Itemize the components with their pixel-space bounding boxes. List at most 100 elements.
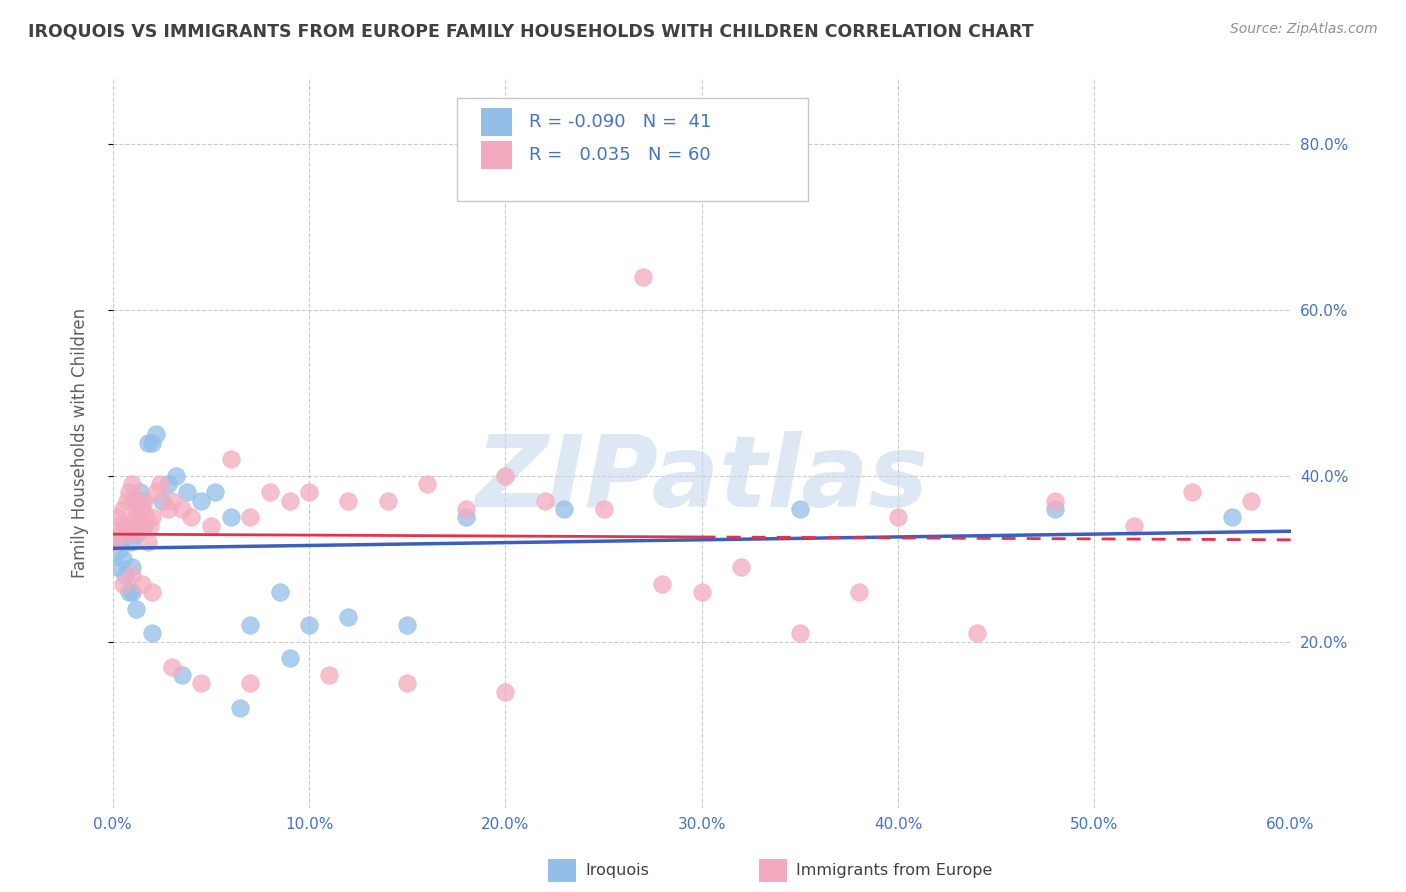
Point (160, 493, 183, 508)
Point (239, 618, 262, 632)
Point (105, 510, 128, 524)
Point (1181, 485, 1204, 500)
Point (887, 510, 910, 524)
Text: R =   0.035   N = 60: R = 0.035 N = 60 (529, 146, 710, 164)
Point (239, 510, 262, 524)
Point (131, 502, 153, 516)
Point (117, 485, 139, 500)
Point (176, 485, 198, 500)
Point (131, 493, 153, 508)
Point (337, 493, 360, 508)
Point (107, 518, 129, 533)
Point (200, 518, 222, 533)
Point (966, 626, 988, 640)
Point (131, 576, 153, 591)
Text: IROQUOIS VS IMMIGRANTS FROM EUROPE FAMILY HOUSEHOLDS WITH CHILDREN CORRELATION C: IROQUOIS VS IMMIGRANTS FROM EUROPE FAMIL… (28, 22, 1033, 40)
Point (141, 435, 163, 450)
Point (848, 585, 870, 599)
Point (165, 468, 187, 483)
Point (278, 493, 301, 508)
Point (396, 676, 419, 690)
Point (136, 535, 159, 549)
Point (377, 493, 399, 508)
Point (134, 518, 156, 533)
Point (1043, 493, 1066, 508)
Point (145, 427, 167, 442)
Point (141, 626, 163, 640)
Point (124, 493, 146, 508)
Point (170, 668, 193, 682)
Point (730, 560, 752, 574)
Point (337, 610, 360, 624)
Point (631, 269, 654, 284)
Point (136, 435, 159, 450)
Point (134, 493, 156, 508)
Point (150, 493, 173, 508)
Point (318, 668, 340, 682)
Point (129, 518, 152, 533)
Point (396, 618, 419, 632)
Point (239, 676, 262, 690)
Point (117, 585, 139, 599)
Text: Iroquois: Iroquois (585, 863, 648, 878)
Point (135, 510, 157, 524)
Point (651, 576, 673, 591)
Point (125, 601, 148, 615)
Point (149, 477, 172, 491)
Point (125, 526, 148, 541)
Point (269, 585, 291, 599)
Point (298, 618, 321, 632)
Point (219, 510, 242, 524)
Point (105, 560, 128, 574)
Point (107, 543, 129, 558)
Point (1043, 502, 1066, 516)
Point (416, 477, 439, 491)
Point (494, 684, 516, 698)
Point (219, 452, 242, 467)
Point (456, 502, 478, 516)
Text: Source: ZipAtlas.com: Source: ZipAtlas.com (1230, 22, 1378, 37)
Point (592, 502, 614, 516)
Point (110, 535, 132, 549)
Point (298, 485, 321, 500)
Point (121, 477, 143, 491)
Point (533, 493, 555, 508)
Point (114, 568, 136, 582)
Point (145, 485, 167, 500)
Point (121, 585, 143, 599)
Point (110, 526, 132, 541)
Point (139, 518, 162, 533)
Point (160, 659, 183, 673)
Point (141, 510, 163, 524)
Point (156, 477, 179, 491)
Point (789, 502, 811, 516)
Point (180, 510, 202, 524)
Text: R = -0.090   N =  41: R = -0.090 N = 41 (529, 113, 711, 131)
Point (690, 585, 713, 599)
Point (1220, 510, 1243, 524)
Point (127, 510, 149, 524)
Point (129, 485, 152, 500)
Point (120, 535, 142, 549)
Point (124, 518, 146, 533)
Point (114, 518, 136, 533)
Point (259, 485, 281, 500)
Point (156, 502, 179, 516)
Point (111, 551, 134, 566)
Point (121, 560, 143, 574)
Point (1240, 493, 1263, 508)
Point (111, 576, 134, 591)
Point (553, 502, 575, 516)
Text: ZIPatlas: ZIPatlas (475, 431, 928, 527)
Text: Immigrants from Europe: Immigrants from Europe (796, 863, 993, 878)
Point (494, 468, 516, 483)
Point (125, 510, 148, 524)
Point (121, 568, 143, 582)
Point (170, 502, 193, 516)
Point (204, 485, 226, 500)
Point (278, 651, 301, 665)
Point (456, 510, 478, 524)
Point (120, 526, 142, 541)
Point (127, 493, 149, 508)
Point (115, 493, 138, 508)
